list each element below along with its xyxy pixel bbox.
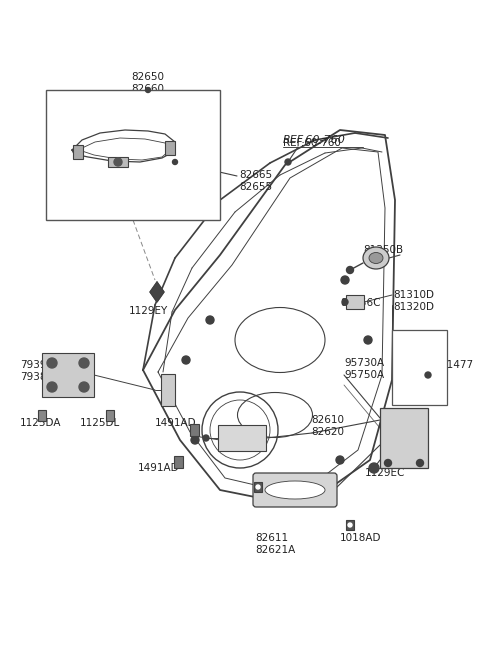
Circle shape	[47, 358, 57, 368]
Text: 79390
79380A: 79390 79380A	[20, 360, 60, 382]
Text: 1491AD: 1491AD	[138, 463, 180, 473]
Text: 1129EY: 1129EY	[128, 306, 168, 316]
Circle shape	[285, 159, 291, 165]
Text: 1125DA: 1125DA	[20, 418, 61, 428]
Bar	[106, 409, 114, 421]
Circle shape	[172, 160, 178, 164]
Text: 81310
81320: 81310 81320	[393, 334, 426, 356]
Bar	[42, 353, 94, 397]
Circle shape	[341, 276, 349, 284]
Text: 81456C: 81456C	[340, 298, 381, 308]
Text: 81310D
81320D: 81310D 81320D	[393, 290, 434, 312]
Circle shape	[114, 158, 122, 166]
Text: 82650
82660: 82650 82660	[132, 72, 165, 94]
Ellipse shape	[369, 252, 383, 263]
Bar	[108, 157, 128, 167]
Text: 95730A
95750A: 95730A 95750A	[344, 358, 384, 380]
Circle shape	[369, 463, 379, 473]
Circle shape	[342, 299, 348, 305]
Bar	[190, 424, 199, 436]
Bar	[392, 330, 447, 405]
Circle shape	[203, 435, 209, 441]
Circle shape	[79, 358, 89, 368]
Bar	[38, 409, 46, 421]
Bar	[254, 482, 262, 492]
Text: 1129EC: 1129EC	[365, 468, 406, 478]
Text: 82610
82620: 82610 82620	[311, 415, 344, 437]
Circle shape	[425, 372, 431, 378]
Text: 1018AD: 1018AD	[340, 533, 382, 543]
Circle shape	[182, 356, 190, 364]
Circle shape	[256, 485, 260, 489]
Bar	[46, 90, 220, 220]
Bar	[346, 520, 354, 530]
Ellipse shape	[363, 247, 389, 269]
Circle shape	[417, 460, 423, 466]
Text: 81477: 81477	[440, 360, 473, 370]
Text: 81350B: 81350B	[363, 245, 403, 255]
Bar	[218, 425, 266, 451]
Text: 1018AD: 1018AD	[257, 480, 299, 490]
Circle shape	[206, 316, 214, 324]
Circle shape	[347, 267, 353, 274]
Circle shape	[348, 523, 352, 527]
FancyBboxPatch shape	[253, 473, 337, 507]
Ellipse shape	[265, 481, 325, 499]
Circle shape	[191, 436, 199, 444]
Circle shape	[336, 456, 344, 464]
Text: REF.60-760: REF.60-760	[283, 135, 346, 145]
Text: 82665
82655: 82665 82655	[239, 170, 272, 192]
Circle shape	[364, 336, 372, 344]
Circle shape	[47, 382, 57, 392]
Bar	[380, 408, 428, 468]
Circle shape	[384, 460, 392, 466]
Bar	[173, 456, 182, 468]
Polygon shape	[150, 282, 164, 302]
Circle shape	[145, 88, 151, 92]
Bar	[161, 374, 175, 406]
Bar	[346, 295, 364, 309]
Text: 1125DL: 1125DL	[80, 418, 120, 428]
Circle shape	[79, 382, 89, 392]
Text: REF.60-760: REF.60-760	[283, 138, 341, 148]
Bar	[165, 141, 175, 155]
Bar	[73, 145, 83, 159]
Text: 1491AD: 1491AD	[155, 418, 197, 428]
Text: 82611
82621A: 82611 82621A	[255, 533, 295, 555]
